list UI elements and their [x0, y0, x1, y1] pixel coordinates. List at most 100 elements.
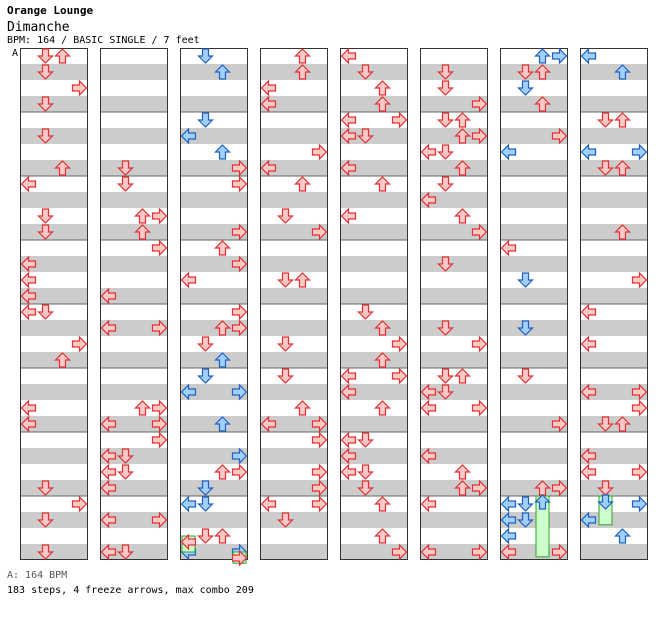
step-arrow	[551, 47, 568, 65]
step-arrow	[20, 175, 37, 193]
step-arrow	[551, 543, 568, 561]
beat-stripe	[420, 416, 488, 432]
step-arrow	[71, 495, 88, 513]
step-arrow	[534, 48, 551, 64]
song-title: Dimanche	[7, 20, 70, 35]
step-arrow	[454, 208, 471, 224]
beat-stripe	[20, 352, 88, 368]
step-arrow	[151, 239, 168, 257]
beat-stripe	[500, 448, 568, 464]
beat-stripe	[20, 128, 88, 144]
step-arrow	[517, 320, 534, 336]
beat-stripe	[180, 544, 248, 560]
column-border	[260, 48, 328, 560]
freeze-head	[231, 549, 248, 567]
beat-stripe	[580, 448, 648, 464]
step-arrow	[517, 368, 534, 384]
beat-stripe	[20, 192, 88, 208]
step-arrow	[231, 159, 248, 177]
step-arrow	[454, 160, 471, 176]
step-arrow	[500, 239, 517, 257]
step-arrow	[454, 480, 471, 496]
step-arrow	[420, 383, 437, 401]
step-arrow	[197, 368, 214, 384]
step-arrow	[534, 64, 551, 80]
beat-stripe	[420, 256, 488, 272]
beat-stripe	[340, 320, 408, 336]
step-arrow	[260, 95, 277, 113]
chart-column-5	[340, 48, 408, 560]
beat-stripe	[260, 480, 328, 496]
step-arrow	[134, 400, 151, 416]
step-arrow	[500, 143, 517, 161]
step-arrow	[117, 544, 134, 560]
step-arrow	[597, 160, 614, 176]
beat-stripe	[580, 288, 648, 304]
step-arrow	[437, 176, 454, 192]
step-arrow	[100, 463, 117, 481]
step-arrow	[20, 271, 37, 289]
step-arrow	[374, 80, 391, 96]
step-arrow	[580, 383, 597, 401]
step-arrow	[357, 480, 374, 496]
step-arrow	[214, 464, 231, 480]
step-arrow	[454, 464, 471, 480]
notes	[20, 47, 648, 561]
beat-stripe	[20, 64, 88, 80]
step-arrow	[420, 399, 437, 417]
beat-stripe	[580, 224, 648, 240]
step-arrow	[151, 207, 168, 225]
beat-stripe	[260, 512, 328, 528]
beat-stripe	[260, 96, 328, 112]
step-arrow	[631, 271, 648, 289]
step-arrow	[311, 223, 328, 241]
beat-stripe	[340, 416, 408, 432]
step-arrow	[37, 480, 54, 496]
beat-stripe	[340, 224, 408, 240]
step-arrow	[100, 447, 117, 465]
beat-stripe	[180, 416, 248, 432]
beat-stripe	[20, 224, 88, 240]
step-arrow	[551, 479, 568, 497]
step-arrow	[454, 128, 471, 144]
chart-column-7	[500, 48, 568, 560]
step-arrow	[260, 495, 277, 513]
step-arrow	[614, 416, 631, 432]
step-arrow	[134, 208, 151, 224]
step-arrow	[580, 463, 597, 481]
beat-stripe	[420, 96, 488, 112]
step-arrow	[180, 271, 197, 289]
step-arrow	[340, 383, 357, 401]
step-arrow	[117, 160, 134, 176]
beat-stripe	[340, 64, 408, 80]
beat-stripe	[180, 288, 248, 304]
beat-stripe	[100, 224, 168, 240]
beat-stripe	[500, 416, 568, 432]
beat-stripe	[180, 320, 248, 336]
step-arrow	[311, 495, 328, 513]
step-arrow	[614, 160, 631, 176]
step-arrow	[37, 208, 54, 224]
step-arrow	[37, 304, 54, 320]
chart-info: BPM: 164 / BASIC SINGLE / 7 feet	[7, 35, 200, 46]
step-arrow	[260, 79, 277, 97]
step-arrow	[214, 64, 231, 80]
step-arrow	[580, 143, 597, 161]
beat-stripe	[260, 128, 328, 144]
freeze-head	[534, 494, 551, 510]
freeze-head	[180, 533, 197, 551]
chart-column-3	[180, 48, 248, 560]
beat-stripe	[100, 64, 168, 80]
beat-stripe	[100, 256, 168, 272]
step-arrow	[391, 367, 408, 385]
step-arrow	[597, 112, 614, 128]
step-arrow	[374, 528, 391, 544]
step-arrow	[151, 415, 168, 433]
step-arrow	[517, 496, 534, 512]
step-arrow	[231, 383, 248, 401]
step-arrow	[437, 256, 454, 272]
step-arrow	[551, 127, 568, 145]
beat-stripe	[580, 352, 648, 368]
beat-stripe	[420, 544, 488, 560]
beat-stripe	[180, 352, 248, 368]
